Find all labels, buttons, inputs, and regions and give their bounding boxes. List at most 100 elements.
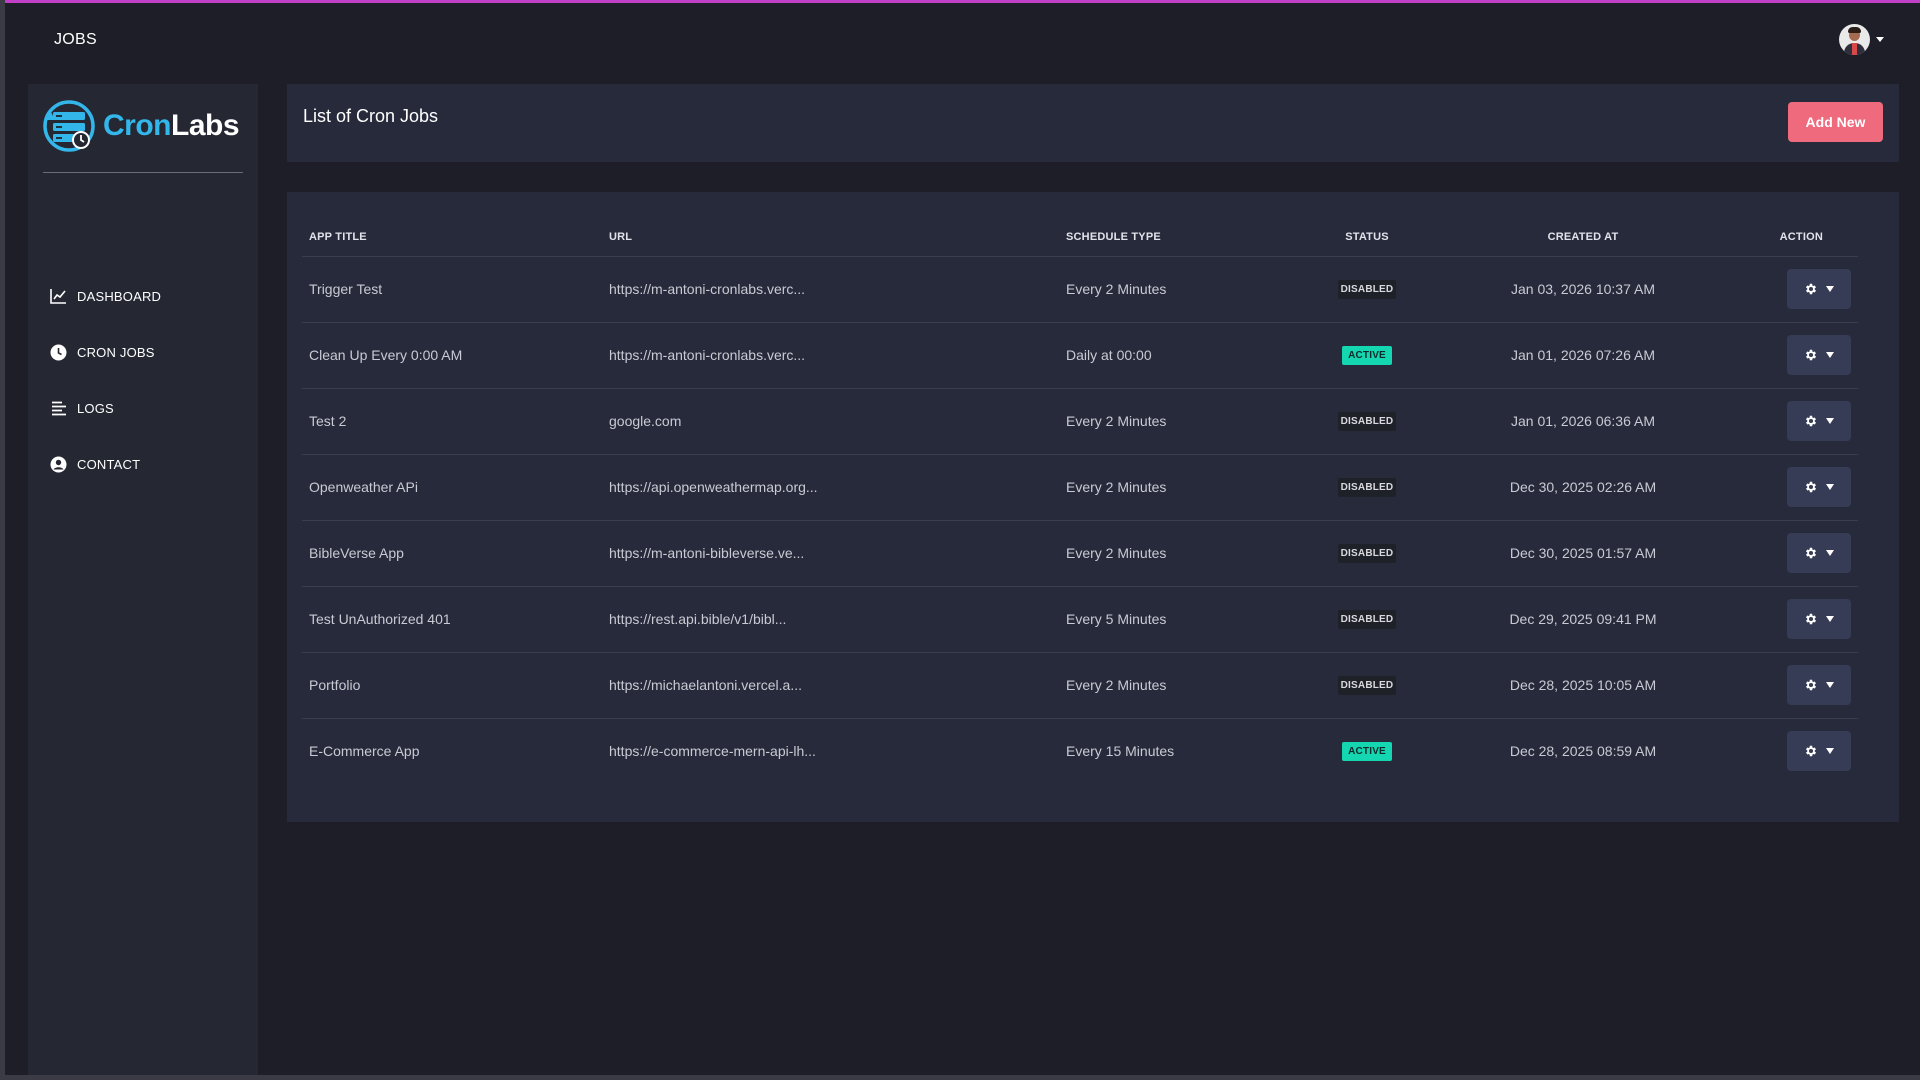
cron-jobs-table-card: APP TITLE URL SCHEDULE TYPE STATUS CREAT… [287,192,1899,822]
cell-url: https://rest.api.bible/v1/bibl... [609,586,1066,653]
user-circle-icon [50,456,67,473]
cell-status: DISABLED [1296,520,1438,587]
row-action-button[interactable] [1787,467,1851,507]
cell-url: https://michaelantoni.vercel.a... [609,652,1066,719]
cell-created-at: Jan 03, 2026 10:37 AM [1438,256,1728,323]
user-menu[interactable] [1839,24,1884,55]
cell-app-title: Portfolio [302,652,609,719]
cell-created-at: Dec 30, 2025 01:57 AM [1438,520,1728,587]
cell-status: DISABLED [1296,454,1438,521]
cell-action [1728,322,1858,389]
cell-status: ACTIVE [1296,718,1438,784]
cell-app-title: Test UnAuthorized 401 [302,586,609,653]
cell-app-title: Openweather APi [302,454,609,521]
cell-schedule-type: Every 2 Minutes [1066,520,1296,587]
sidebar-divider [43,172,243,173]
cell-url: google.com [609,388,1066,455]
status-badge: DISABLED [1337,412,1397,431]
gear-icon [1805,679,1817,691]
gear-icon [1805,481,1817,493]
cell-created-at: Jan 01, 2026 07:26 AM [1438,322,1728,389]
status-badge: ACTIVE [1342,346,1392,365]
table-body: Trigger Test https://m-antoni-cronlabs.v… [302,256,1858,784]
avatar[interactable] [1839,24,1870,55]
list-lines-icon [50,400,67,417]
row-action-button[interactable] [1787,533,1851,573]
sidebar-item-logs[interactable]: LOGS [50,396,161,420]
status-badge: DISABLED [1337,478,1397,497]
caret-down-icon [1826,352,1834,358]
cell-url: https://api.openweathermap.org... [609,454,1066,521]
row-action-button[interactable] [1787,335,1851,375]
table-row: E-Commerce App https://e-commerce-mern-a… [302,718,1858,784]
sidebar-item-contact[interactable]: CONTACT [50,452,161,476]
server-clock-logo-icon [43,100,95,152]
column-header-action: ACTION [1728,218,1858,257]
logo-text: CronLabs [103,109,240,143]
sidebar-nav: DASHBOARD CRON JOBS LOGS CONTACT [50,284,161,508]
list-title: List of Cron Jobs [303,106,439,126]
gear-icon [1805,283,1817,295]
chart-line-icon [50,288,67,305]
cell-created-at: Dec 28, 2025 08:59 AM [1509,743,1657,760]
status-badge: DISABLED [1337,610,1397,629]
row-action-button[interactable] [1787,401,1851,441]
top-bar: JOBS [5,3,1920,75]
row-action-button[interactable] [1787,665,1851,705]
caret-down-icon [1826,550,1834,556]
sidebar-item-label: DASHBOARD [77,288,162,304]
sidebar-item-cron-jobs[interactable]: CRON JOBS [50,340,161,364]
cell-url: https://m-antoni-cronlabs.verc... [609,256,1066,323]
cell-schedule-type: Every 2 Minutes [1066,256,1296,323]
add-new-button[interactable]: Add New [1788,102,1883,142]
sidebar-item-dashboard[interactable]: DASHBOARD [50,284,161,308]
gear-icon [1805,746,1817,757]
cell-status: ACTIVE [1296,322,1438,389]
cell-app-title: Clean Up Every 0:00 AM [302,322,609,389]
cell-schedule-type: Every 2 Minutes [1066,652,1296,719]
gear-icon [1805,415,1817,427]
cell-app-title: Trigger Test [302,256,609,323]
list-header-card: List of Cron Jobs Add New [287,84,1899,162]
cell-status: DISABLED [1296,652,1438,719]
clock-icon [50,344,67,361]
cell-schedule-type: Every 5 Minutes [1066,586,1296,653]
table-row: Clean Up Every 0:00 AM https://m-antoni-… [302,322,1858,389]
cell-status: DISABLED [1296,388,1438,455]
logo-text-labs: Labs [171,109,240,142]
cell-action [1728,520,1858,587]
table-row: Portfolio https://michaelantoni.vercel.a… [302,652,1858,719]
table-header-row: APP TITLE URL SCHEDULE TYPE STATUS CREAT… [302,218,1858,257]
gear-icon [1805,349,1817,361]
cell-schedule-type: Every 2 Minutes [1066,454,1296,521]
cell-action [1728,586,1858,653]
cell-created-at: Jan 01, 2026 06:36 AM [1438,388,1728,455]
gear-icon [1805,613,1817,625]
status-badge: DISABLED [1337,544,1397,563]
table-row: Openweather APi https://api.openweatherm… [302,454,1858,521]
cell-action [1728,256,1858,323]
cell-app-title: Test 2 [302,388,609,455]
cell-url: https://e-commerce-mern-api-lh... [609,743,816,760]
cell-created-at: Dec 30, 2025 02:26 AM [1438,454,1728,521]
row-action-button[interactable] [1787,599,1851,639]
status-badge: DISABLED [1337,676,1397,695]
cell-schedule-type: Every 2 Minutes [1066,388,1296,455]
page-title: JOBS [54,31,97,48]
row-action-button[interactable] [1787,731,1851,772]
logo[interactable]: CronLabs [41,98,240,154]
cron-jobs-table: APP TITLE URL SCHEDULE TYPE STATUS CREAT… [302,218,1858,784]
cell-schedule-type: Every 15 Minutes [1066,743,1175,760]
table-row: Trigger Test https://m-antoni-cronlabs.v… [302,256,1858,323]
cell-app-title: E-Commerce App [309,743,420,760]
table-row: Test 2 google.com Every 2 Minutes DISABL… [302,388,1858,455]
caret-down-icon [1826,748,1834,755]
row-action-button[interactable] [1787,269,1851,309]
cell-action [1728,652,1858,719]
gear-icon [1805,547,1817,559]
sidebar: CronLabs DASHBOARD CRON JOBS LO [28,84,258,1075]
column-header-status: STATUS [1296,218,1438,257]
caret-down-icon[interactable] [1876,37,1884,42]
sidebar-item-label: CRON JOBS [77,344,155,360]
top-accent-line [5,0,1920,3]
